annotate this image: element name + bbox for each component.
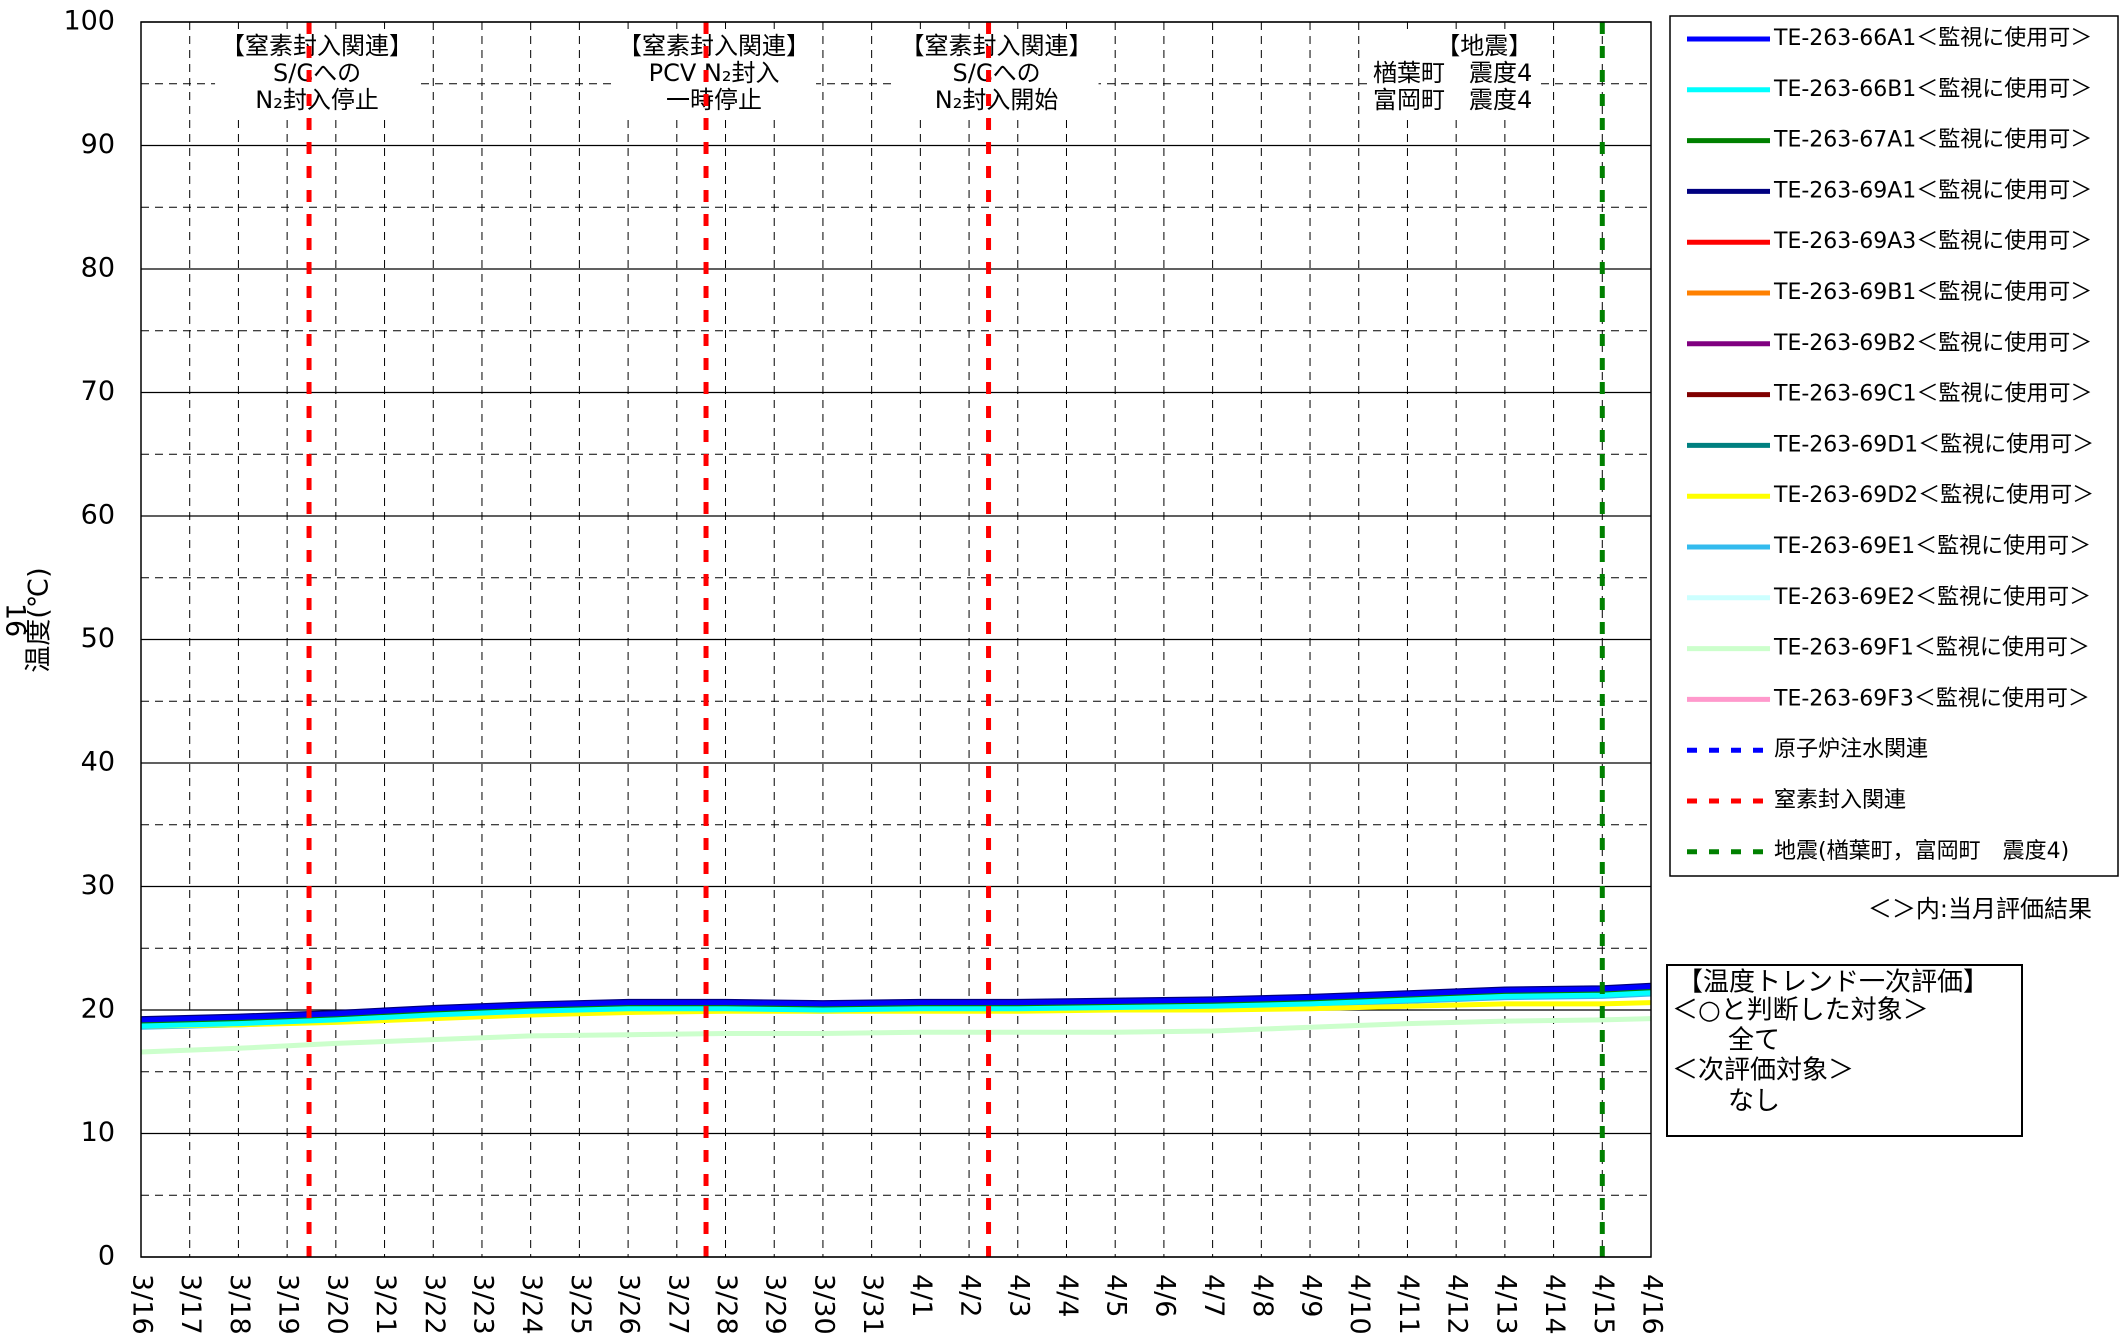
x-tick-label: 3/22 <box>419 1274 450 1335</box>
x-tick-label: 4/16 <box>1637 1274 1668 1335</box>
legend-label: 窒素封入関連 <box>1774 788 1906 813</box>
x-tick-label: 4/7 <box>1198 1274 1229 1317</box>
y-tick-label: 0 <box>98 1241 115 1272</box>
x-tick-label: 3/26 <box>614 1274 645 1335</box>
x-tick-label: 3/31 <box>857 1274 888 1335</box>
event-label: 【窒素封入関連】 <box>618 32 810 60</box>
legend-label: TE-263-69A1＜監視に使用可＞ <box>1773 178 2092 203</box>
legend-label: TE-263-67A1＜監視に使用可＞ <box>1773 128 2092 153</box>
legend-label: TE-263-69E1＜監視に使用可＞ <box>1773 534 2091 559</box>
legend-label: TE-263-69D1＜監視に使用可＞ <box>1773 432 2094 457</box>
legend-label: TE-263-66B1＜監視に使用可＞ <box>1773 77 2092 102</box>
x-tick-label: 3/25 <box>565 1274 596 1335</box>
legend-label: TE-263-69E2＜監視に使用可＞ <box>1773 585 2091 610</box>
legend-label: TE-263-69A3＜監視に使用可＞ <box>1773 229 2092 254</box>
x-tick-label: 3/28 <box>711 1274 742 1335</box>
legend-label: TE-263-69B2＜監視に使用可＞ <box>1773 331 2092 356</box>
event-label: S/Cへの <box>953 59 1041 87</box>
y-tick-label: 10 <box>81 1117 115 1148</box>
x-tick-label: 4/13 <box>1490 1274 1521 1335</box>
legend-label: TE-263-69F1＜監視に使用可＞ <box>1773 636 2090 661</box>
legend-note: ＜＞内:当月評価結果 <box>1868 895 2092 923</box>
x-tick-label: 3/23 <box>467 1274 498 1335</box>
x-tick-label: 4/8 <box>1247 1274 1278 1317</box>
x-tick-label: 4/10 <box>1344 1274 1375 1335</box>
legend-label: TE-263-69B1＜監視に使用可＞ <box>1773 280 2092 305</box>
x-tick-label: 4/3 <box>1003 1274 1034 1317</box>
y-tick-label: 40 <box>81 747 115 778</box>
y-tick-label: 80 <box>81 253 115 284</box>
plot-border <box>140 21 1652 1258</box>
y-tick-label: 100 <box>63 6 115 37</box>
legend-label: TE-263-69C1＜監視に使用可＞ <box>1773 382 2093 407</box>
x-tick-label: 4/4 <box>1052 1274 1083 1317</box>
evaluation-box <box>1666 964 2023 1137</box>
x-tick-label: 4/2 <box>955 1274 986 1317</box>
x-tick-label: 3/17 <box>175 1274 206 1335</box>
legend-label: TE-263-66A1＜監視に使用可＞ <box>1773 26 2092 51</box>
event-label: 楢葉町 震度4 <box>1373 59 1532 87</box>
x-tick-label: 3/19 <box>273 1274 304 1335</box>
event-label: PCV N₂封入 <box>649 59 780 87</box>
event-label: N₂封入停止 <box>255 86 379 114</box>
x-tick-label: 4/5 <box>1101 1274 1132 1317</box>
x-tick-label: 3/21 <box>370 1274 401 1335</box>
evaluation-line: 全て <box>1728 1026 1780 1056</box>
evaluation-line: ＜○と判断した対象＞ <box>1672 996 1929 1026</box>
legend-label: TE-263-69D2＜監視に使用可＞ <box>1773 483 2094 508</box>
legend-label: 地震(楢葉町，富岡町 震度4) <box>1774 839 2069 864</box>
series-line <box>140 984 1652 1023</box>
x-tick-label: 4/9 <box>1296 1274 1327 1317</box>
series-line <box>140 1016 1652 1055</box>
x-tick-label: 3/18 <box>224 1274 255 1335</box>
y-tick-label: 30 <box>81 870 115 901</box>
annotation-background <box>894 29 1099 117</box>
x-tick-label: 4/15 <box>1588 1274 1619 1335</box>
y-tick-label: 90 <box>81 129 115 160</box>
x-tick-label: 3/27 <box>662 1274 693 1335</box>
x-tick-label: 4/1 <box>906 1274 937 1317</box>
x-tick-label: 3/16 <box>127 1274 158 1335</box>
event-label: 【地震】 <box>1436 32 1532 60</box>
y-tick-label: 60 <box>81 500 115 531</box>
annotation-background <box>215 29 420 117</box>
x-tick-label: 4/12 <box>1442 1274 1473 1335</box>
x-tick-label: 3/30 <box>808 1274 839 1335</box>
x-tick-label: 3/24 <box>516 1274 547 1335</box>
event-label: 【窒素封入関連】 <box>221 32 413 60</box>
page-number: 16 <box>0 603 31 637</box>
y-tick-label: 70 <box>81 376 115 407</box>
y-tick-label: 20 <box>81 994 115 1025</box>
x-tick-label: 4/14 <box>1539 1274 1570 1335</box>
x-tick-label: 4/11 <box>1393 1274 1424 1335</box>
y-axis-label: 温度(℃) <box>24 567 55 672</box>
evaluation-title: 【温度トレンド一次評価】 <box>1677 968 1989 998</box>
annotation-background <box>1367 29 1539 117</box>
y-tick-label: 50 <box>81 623 115 654</box>
x-tick-label: 3/29 <box>760 1274 791 1335</box>
annotation-background <box>612 29 817 117</box>
x-tick-label: 4/6 <box>1149 1274 1180 1317</box>
event-label: 【窒素封入関連】 <box>901 32 1093 60</box>
x-tick-label: 3/20 <box>321 1274 352 1335</box>
event-label: 一時停止 <box>666 86 762 114</box>
event-label: N₂封入開始 <box>935 86 1059 114</box>
series-line <box>140 990 1652 1029</box>
legend-label: TE-263-69F3＜監視に使用可＞ <box>1773 686 2090 711</box>
evaluation-line: ＜次評価対象＞ <box>1672 1056 1854 1086</box>
event-label: 富岡町 震度4 <box>1373 86 1532 114</box>
event-label: S/Cへの <box>273 59 361 87</box>
evaluation-line: なし <box>1728 1087 1780 1117</box>
legend-label: 原子炉注水関連 <box>1774 737 1928 762</box>
